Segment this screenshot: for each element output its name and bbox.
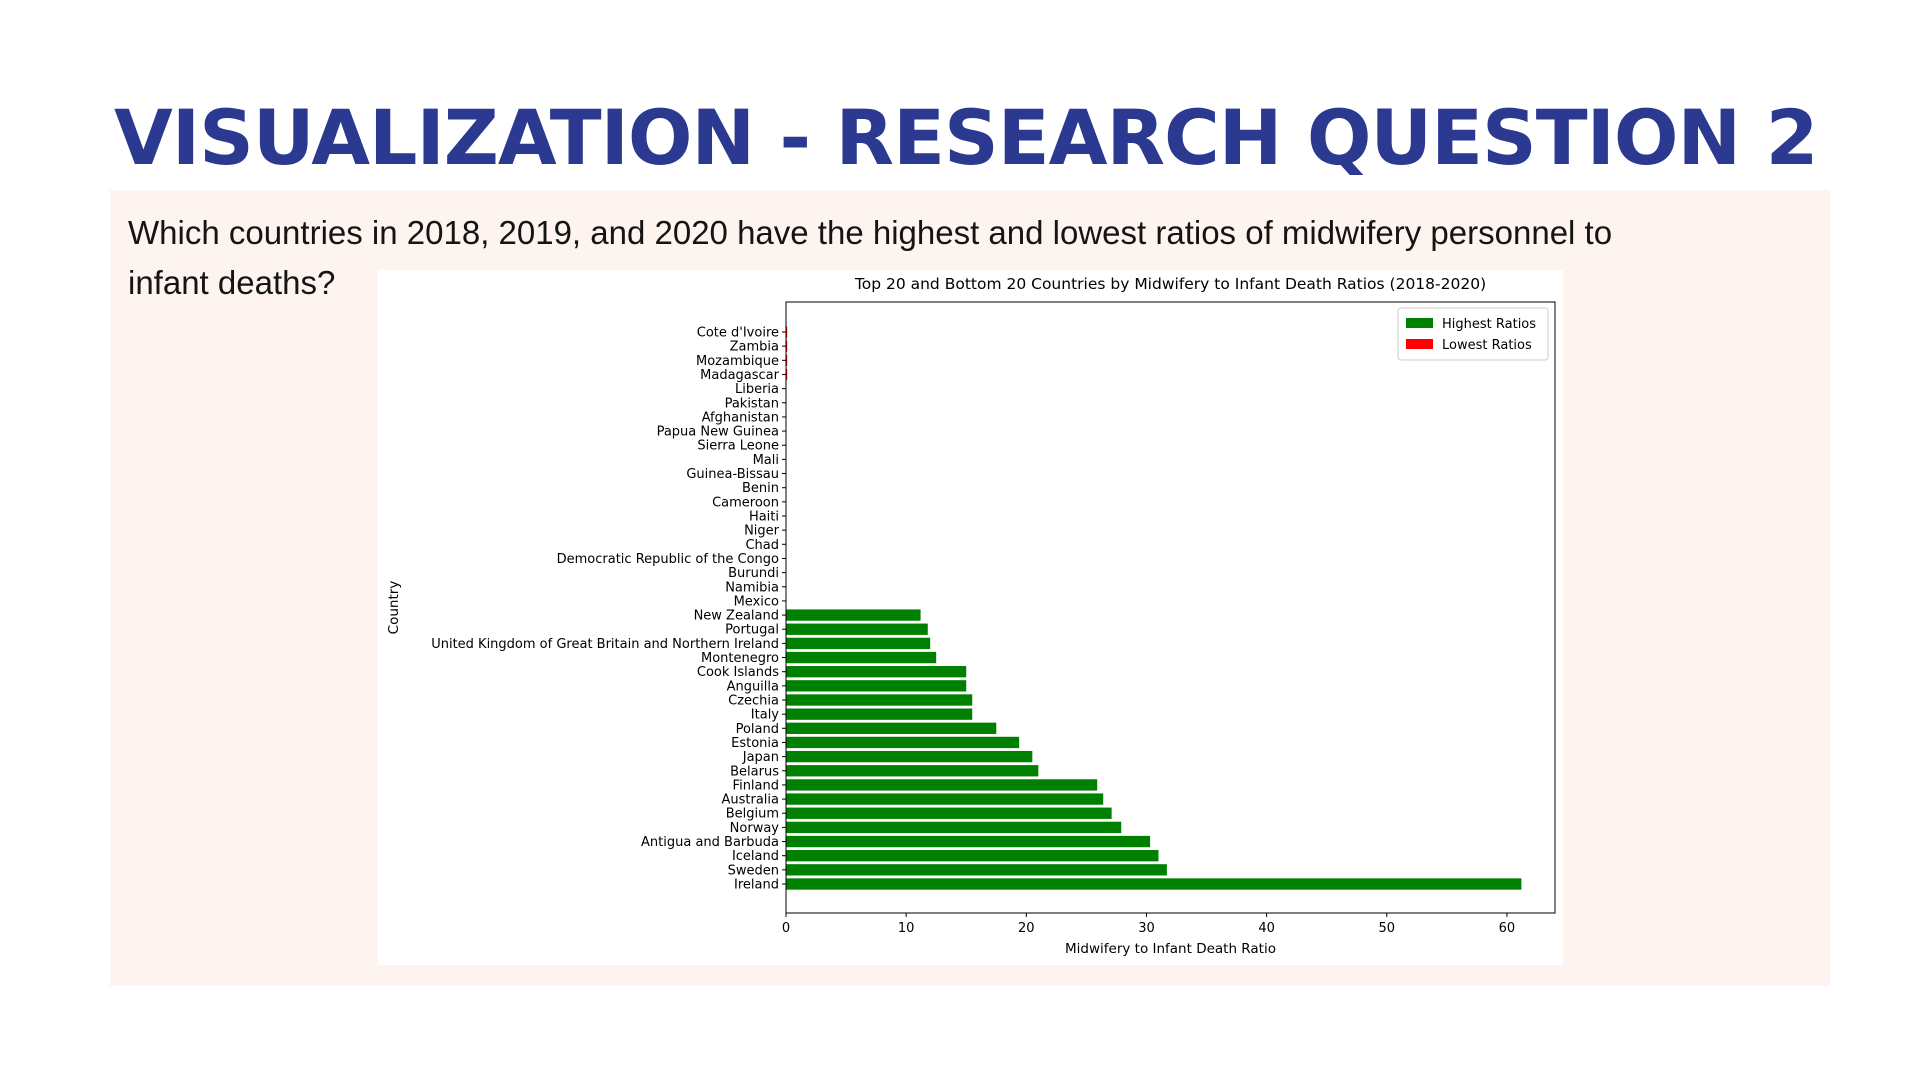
y-tick-label: Namibia	[725, 580, 779, 595]
x-tick-label: 40	[1258, 921, 1275, 936]
y-tick-label: Cote d'Ivoire	[697, 326, 779, 341]
bar-italy	[786, 708, 973, 720]
y-tick-label: Anguilla	[727, 679, 779, 694]
y-tick-label: Niger	[744, 524, 780, 539]
legend-label: Lowest Ratios	[1442, 338, 1532, 353]
bar-madagascar	[786, 368, 788, 381]
y-tick-label: Antigua and Barbuda	[641, 835, 779, 850]
bar-iceland	[786, 850, 1159, 862]
y-axis-label: Country	[386, 581, 402, 635]
bar-finland	[786, 779, 1098, 791]
chart-svg: Top 20 and Bottom 20 Countries by Midwif…	[386, 275, 1556, 957]
y-tick-label: Madagascar	[700, 368, 780, 383]
y-tick-label: Zambia	[730, 340, 779, 355]
bar-belarus	[786, 765, 1039, 777]
y-tick-label: Estonia	[731, 736, 779, 751]
bar-united-kingdom-of-great-britain-and-northern-ireland	[786, 637, 931, 650]
y-tick-label: Burundi	[728, 566, 779, 581]
slide-title: Visualization - Research Question 2	[114, 93, 1818, 182]
bar-czechia	[786, 694, 973, 706]
bar-antigua-and-barbuda	[786, 835, 1151, 848]
bar-cote-d-ivoire	[786, 326, 788, 338]
bar-norway	[786, 821, 1122, 834]
bar-portugal	[786, 623, 928, 635]
bar-anguilla	[786, 680, 967, 692]
y-tick-label: Portugal	[725, 623, 779, 638]
legend-label: Highest Ratios	[1442, 317, 1536, 332]
y-tick-label: Mozambique	[696, 354, 779, 369]
y-tick-label: Belarus	[730, 764, 779, 779]
bar-montenegro	[786, 651, 937, 664]
y-tick-label: Sierra Leone	[697, 439, 779, 454]
y-tick-label: Cameroon	[712, 495, 779, 510]
x-tick-label: 50	[1379, 921, 1396, 936]
y-tick-label: Benin	[742, 481, 779, 496]
y-tick-label: Finland	[733, 778, 779, 793]
bar-zambia	[786, 340, 788, 352]
y-tick-label: Haiti	[749, 510, 779, 525]
y-tick-label: Afghanistan	[702, 410, 779, 425]
legend-box	[1397, 307, 1549, 361]
legend-swatch	[1406, 318, 1433, 328]
y-tick-label: Chad	[745, 538, 779, 553]
bar-mozambique	[786, 354, 788, 366]
y-tick-label: Guinea-Bissau	[686, 467, 779, 482]
y-tick-label: Sweden	[728, 863, 779, 878]
y-tick-label: Mali	[753, 453, 779, 468]
y-tick-label: Belgium	[726, 807, 779, 822]
y-tick-label: Liberia	[735, 382, 779, 397]
bar-poland	[786, 722, 997, 734]
y-tick-label: Montenegro	[701, 651, 779, 666]
y-tick-label: Czechia	[728, 694, 779, 709]
content-panel: Which countries in 2018, 2019, and 2020 …	[110, 190, 1830, 986]
bar-australia	[786, 793, 1104, 805]
y-tick-label: Ireland	[734, 878, 779, 893]
y-tick-label: Norway	[730, 821, 780, 836]
x-axis-label: Midwifery to Infant Death Ratio	[1065, 941, 1276, 957]
bar-chart: Top 20 and Bottom 20 Countries by Midwif…	[378, 270, 1563, 965]
bar-cook-islands	[786, 666, 967, 678]
chart-card: Top 20 and Bottom 20 Countries by Midwif…	[378, 270, 1563, 965]
y-tick-label: United Kingdom of Great Britain and Nort…	[431, 637, 779, 652]
x-tick-label: 20	[1018, 921, 1035, 936]
x-tick-label: 0	[782, 921, 790, 936]
chart-title: Top 20 and Bottom 20 Countries by Midwif…	[854, 275, 1486, 293]
x-tick-label: 60	[1499, 921, 1516, 936]
bar-ireland	[786, 878, 1522, 890]
y-tick-label: Papua New Guinea	[657, 425, 779, 440]
y-tick-label: Australia	[721, 793, 779, 808]
y-tick-label: Iceland	[732, 849, 779, 864]
y-tick-label: New Zealand	[694, 609, 779, 624]
bar-sweden	[786, 864, 1167, 876]
x-tick-label: 10	[898, 921, 915, 936]
y-tick-label: Mexico	[734, 594, 779, 609]
y-tick-label: Poland	[736, 722, 779, 737]
legend-swatch	[1406, 339, 1433, 349]
bar-belgium	[786, 807, 1112, 819]
y-tick-label: Pakistan	[725, 396, 779, 411]
bar-estonia	[786, 736, 1020, 749]
research-question: Which countries in 2018, 2019, and 2020 …	[128, 214, 1613, 301]
bar-japan	[786, 750, 1033, 763]
plot-frame	[785, 301, 1556, 914]
x-tick-label: 30	[1138, 921, 1155, 936]
bar-new-zealand	[786, 609, 921, 621]
y-tick-label: Japan	[742, 750, 779, 765]
y-tick-label: Italy	[751, 708, 780, 723]
y-tick-label: Democratic Republic of the Congo	[557, 552, 779, 567]
y-tick-label: Cook Islands	[697, 665, 779, 680]
